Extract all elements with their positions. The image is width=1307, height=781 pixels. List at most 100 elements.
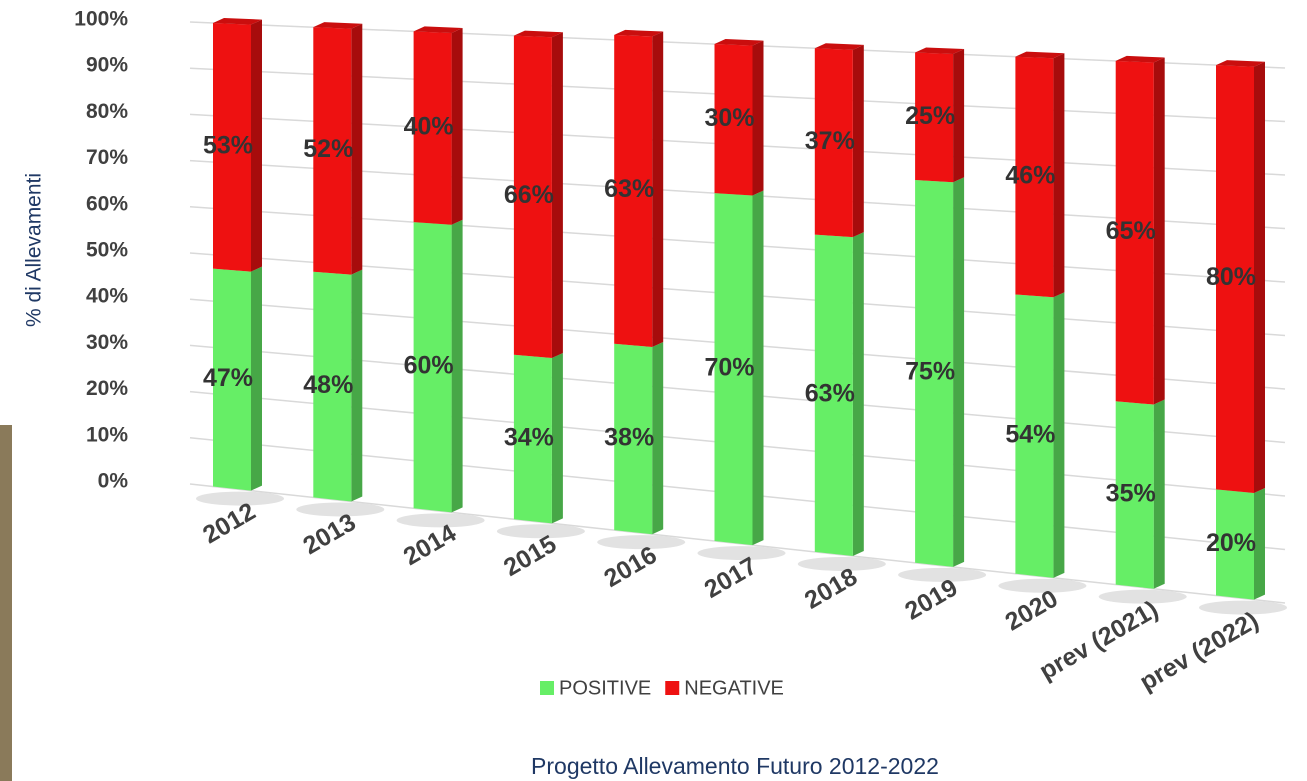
bar-shadow bbox=[998, 578, 1087, 593]
bar-side bbox=[752, 40, 764, 196]
bar-segment bbox=[1015, 294, 1054, 578]
data-label: 70% bbox=[704, 353, 754, 381]
data-label: 38% bbox=[604, 423, 654, 451]
legend-label: POSITIVE bbox=[559, 677, 651, 699]
bar-segment bbox=[213, 268, 251, 491]
data-label: 54% bbox=[1005, 420, 1055, 448]
bar-segment bbox=[1216, 489, 1254, 600]
bar-side bbox=[1254, 61, 1265, 494]
bar-side bbox=[551, 353, 563, 524]
bar-shadow bbox=[597, 535, 686, 550]
bar-top bbox=[513, 30, 563, 38]
bar-side bbox=[551, 32, 563, 359]
y-tick-label: 40% bbox=[86, 285, 128, 308]
bar-segment bbox=[614, 343, 653, 535]
data-label: 34% bbox=[504, 423, 554, 451]
bar-segment bbox=[714, 44, 753, 196]
bar-shadow bbox=[1199, 600, 1287, 615]
y-tick-label: 80% bbox=[86, 100, 128, 123]
bar-segment bbox=[915, 52, 954, 183]
data-label: 63% bbox=[805, 380, 855, 408]
bar-segment bbox=[1115, 401, 1154, 589]
bar-segment bbox=[413, 31, 452, 225]
y-tick-label: 100% bbox=[74, 8, 128, 31]
bar-top bbox=[413, 26, 463, 33]
bar-segment bbox=[413, 222, 452, 513]
data-label: 65% bbox=[1106, 217, 1156, 245]
bar-side bbox=[451, 219, 463, 513]
y-tick-label: 70% bbox=[86, 146, 128, 169]
bar-side bbox=[1053, 53, 1065, 298]
data-label: 47% bbox=[203, 364, 253, 392]
bar-side bbox=[953, 177, 965, 567]
data-label: 52% bbox=[303, 135, 353, 163]
bar-side bbox=[251, 19, 262, 272]
data-label: 66% bbox=[504, 181, 554, 209]
y-tick-label: 10% bbox=[86, 423, 128, 446]
bar-segment bbox=[915, 180, 954, 567]
bar-segment bbox=[614, 34, 653, 347]
bar-shadow bbox=[898, 567, 987, 582]
data-label: 48% bbox=[303, 371, 353, 399]
bar-segment bbox=[313, 27, 352, 275]
bar-segment bbox=[513, 35, 552, 359]
background-photo-edge bbox=[0, 425, 12, 781]
bar-side bbox=[953, 49, 965, 183]
bar-top bbox=[1115, 55, 1165, 63]
legend-swatch bbox=[540, 681, 554, 695]
bar-shadow bbox=[797, 556, 886, 571]
data-label: 25% bbox=[905, 102, 955, 130]
bar-segment bbox=[1216, 65, 1254, 494]
bar-shadow bbox=[396, 513, 485, 528]
bar-side bbox=[652, 31, 664, 347]
bar-top bbox=[915, 47, 965, 55]
bar-shadow bbox=[296, 502, 385, 517]
bar-top bbox=[1216, 60, 1265, 67]
bar-shadow bbox=[496, 524, 585, 539]
bar-top bbox=[213, 17, 262, 25]
bar-side bbox=[351, 269, 363, 502]
y-tick-label: 50% bbox=[86, 239, 128, 262]
bar-segment bbox=[814, 234, 853, 557]
bar-segment bbox=[714, 193, 753, 546]
y-tick-label: 0% bbox=[98, 470, 129, 493]
data-label: 46% bbox=[1005, 161, 1055, 189]
bar-side bbox=[752, 190, 764, 546]
bar-top bbox=[313, 22, 363, 29]
data-label: 30% bbox=[704, 104, 754, 132]
data-label: 60% bbox=[404, 352, 454, 380]
bar-shadow bbox=[1098, 589, 1187, 604]
y-tick-label: 30% bbox=[86, 331, 128, 354]
bar-segment bbox=[513, 354, 552, 524]
bar-side bbox=[451, 27, 463, 225]
bar-segment bbox=[313, 271, 352, 502]
bar-top bbox=[1015, 51, 1065, 59]
data-label: 40% bbox=[404, 112, 454, 140]
bar-segment bbox=[814, 48, 853, 238]
data-label: 35% bbox=[1106, 479, 1156, 507]
data-label: 37% bbox=[805, 127, 855, 155]
bar-shadow bbox=[196, 491, 284, 506]
legend-label: NEGATIVE bbox=[684, 677, 784, 699]
grid-line bbox=[189, 483, 1286, 604]
data-label: 75% bbox=[905, 358, 955, 386]
bar-side bbox=[1254, 488, 1265, 600]
y-tick-label: 20% bbox=[86, 377, 128, 400]
bar-shadow bbox=[697, 546, 786, 561]
bar-side bbox=[1053, 292, 1065, 578]
bar-segment bbox=[1015, 56, 1054, 298]
data-label: 20% bbox=[1206, 529, 1256, 557]
bar-top bbox=[714, 39, 764, 46]
bar-top bbox=[614, 29, 664, 37]
legend-swatch bbox=[665, 681, 680, 695]
bar-side bbox=[852, 232, 864, 557]
bar-segment bbox=[1115, 60, 1154, 405]
bar-side bbox=[351, 23, 363, 275]
bar-segment bbox=[213, 22, 251, 272]
data-label: 53% bbox=[203, 132, 253, 160]
y-axis-label: % di Allevamenti bbox=[23, 173, 46, 327]
bar-side bbox=[251, 266, 262, 491]
bar-side bbox=[1153, 57, 1165, 405]
chart-title: Progetto Allevamento Futuro 2012-2022 bbox=[531, 753, 939, 779]
data-label: 63% bbox=[604, 175, 654, 203]
